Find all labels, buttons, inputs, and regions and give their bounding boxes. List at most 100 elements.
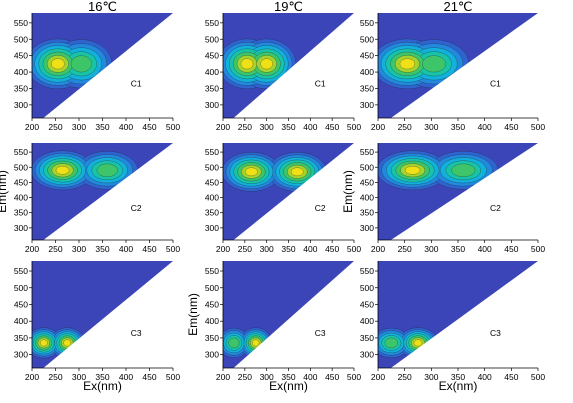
x-tick-label: 300 xyxy=(72,122,86,132)
x-tick-label: 300 xyxy=(424,244,438,254)
diagonal-mask xyxy=(32,261,173,368)
x-tick-label: 450 xyxy=(142,122,156,132)
x-tick-label: 450 xyxy=(142,244,156,254)
y-tick-label: 500 xyxy=(205,162,219,172)
contour-level-7-peak-2 xyxy=(413,339,423,347)
diagonal-mask xyxy=(32,13,173,118)
y-tick-label: 550 xyxy=(205,18,219,28)
contour-level-7-peak-1 xyxy=(51,58,65,70)
contour-level-5-peak-1 xyxy=(228,337,240,349)
diagonal-mask xyxy=(223,13,354,118)
x-tick-label: 350 xyxy=(95,122,109,132)
component-label: C3 xyxy=(131,328,142,338)
x-tick-label: 500 xyxy=(347,372,361,382)
y-tick-label: 450 xyxy=(14,177,28,187)
contour-level-7-peak-1 xyxy=(55,165,70,175)
x-tick-label: 400 xyxy=(478,122,492,132)
y-tick-label: 300 xyxy=(360,223,374,233)
y-tick-label: 400 xyxy=(14,193,28,203)
y-tick-label: 300 xyxy=(360,100,374,110)
contour-level-7-peak-1 xyxy=(399,58,416,70)
y-tick-label: 450 xyxy=(205,299,219,309)
x-tick-label: 300 xyxy=(424,372,438,382)
eem-panel-1-2: 200 250 300 350 400 450 500 300 350 400 450 500 550 C… xyxy=(205,0,362,132)
x-tick-label: 200 xyxy=(25,122,39,132)
x-tick-label: 500 xyxy=(531,372,545,382)
column-title: 21℃ xyxy=(443,0,472,14)
y-tick-label: 300 xyxy=(205,100,219,110)
y-tick-label: 550 xyxy=(205,147,219,157)
contour-level-5-peak-2 xyxy=(451,163,476,177)
y-tick-label: 400 xyxy=(205,193,219,203)
y-tick-label: 450 xyxy=(14,51,28,61)
x-axis-label: Ex(nm) xyxy=(439,379,478,393)
y-tick-label: 500 xyxy=(205,283,219,293)
y-tick-label: 500 xyxy=(205,34,219,44)
x-tick-label: 250 xyxy=(48,372,62,382)
y-tick-label: 350 xyxy=(360,83,374,93)
x-tick-label: 450 xyxy=(504,244,518,254)
x-tick-label: 200 xyxy=(216,244,230,254)
component-label: C2 xyxy=(490,203,501,213)
contour-field xyxy=(223,261,354,368)
component-label: C3 xyxy=(490,328,501,338)
contour-level-7-peak-2 xyxy=(252,339,260,347)
y-tick-label: 400 xyxy=(205,316,219,326)
contour-level-7-peak-1 xyxy=(39,339,48,347)
x-tick-label: 350 xyxy=(451,372,465,382)
x-tick-label: 400 xyxy=(119,122,133,132)
x-tick-label: 400 xyxy=(303,372,317,382)
contour-level-7-peak-1 xyxy=(404,165,421,175)
eem-panel-2-2: 200 250 300 350 400 450 500 300 350 400 450 500 550 C… xyxy=(205,143,361,254)
y-axis-label: Em(nm) xyxy=(341,170,355,213)
contour-level-5-peak-2 xyxy=(70,55,92,73)
x-tick-label: 450 xyxy=(504,372,518,382)
y-tick-label: 450 xyxy=(14,299,28,309)
y-tick-label: 550 xyxy=(14,266,28,276)
contour-level-5-peak-2 xyxy=(96,163,118,177)
x-tick-label: 200 xyxy=(25,372,39,382)
x-tick-label: 200 xyxy=(216,372,230,382)
x-tick-label: 400 xyxy=(119,372,133,382)
eem-panel-3-2: 200 250 300 350 400 450 500 300 350 400 450 500 550 C… xyxy=(186,261,361,393)
y-tick-label: 450 xyxy=(360,177,374,187)
x-tick-label: 500 xyxy=(166,244,180,254)
contour-field xyxy=(223,13,354,118)
x-tick-label: 500 xyxy=(166,372,180,382)
x-tick-label: 350 xyxy=(451,122,465,132)
eem-panel-2-1: 200 250 300 350 400 450 500 300 350 400 450 500 550 C… xyxy=(0,143,180,254)
y-tick-label: 550 xyxy=(360,266,374,276)
x-tick-label: 400 xyxy=(478,372,492,382)
x-tick-label: 500 xyxy=(531,244,545,254)
x-tick-label: 250 xyxy=(238,244,252,254)
y-tick-label: 450 xyxy=(360,299,374,309)
eem-panel-1-1: 200 250 300 350 400 450 500 300 350 400 450 500 550 C… xyxy=(14,0,181,132)
x-tick-label: 300 xyxy=(260,122,274,132)
x-tick-label: 400 xyxy=(303,244,317,254)
y-tick-label: 400 xyxy=(360,316,374,326)
y-tick-label: 350 xyxy=(205,333,219,343)
y-tick-label: 400 xyxy=(14,316,28,326)
y-tick-label: 400 xyxy=(360,193,374,203)
column-title: 16℃ xyxy=(88,0,117,14)
y-tick-label: 350 xyxy=(14,208,28,218)
eem-panel-1-3: 200 250 300 350 400 450 500 300 350 400 450 500 550 C… xyxy=(360,0,546,132)
y-tick-label: 400 xyxy=(14,67,28,77)
eem-panel-2-3: 200 250 300 350 400 450 500 300 350 400 450 500 550 C… xyxy=(341,143,545,254)
y-tick-label: 450 xyxy=(360,51,374,61)
diagonal-mask xyxy=(378,261,538,368)
y-tick-label: 300 xyxy=(14,223,28,233)
x-tick-label: 250 xyxy=(48,244,62,254)
y-tick-label: 350 xyxy=(360,333,374,343)
y-tick-label: 550 xyxy=(14,147,28,157)
x-tick-label: 250 xyxy=(48,122,62,132)
y-tick-label: 500 xyxy=(360,34,374,44)
y-tick-label: 550 xyxy=(205,266,219,276)
y-tick-label: 500 xyxy=(14,34,28,44)
component-label: C1 xyxy=(131,79,142,89)
x-tick-label: 350 xyxy=(95,372,109,382)
contour-field xyxy=(378,261,538,368)
y-tick-label: 550 xyxy=(360,147,374,157)
x-tick-label: 500 xyxy=(347,122,361,132)
